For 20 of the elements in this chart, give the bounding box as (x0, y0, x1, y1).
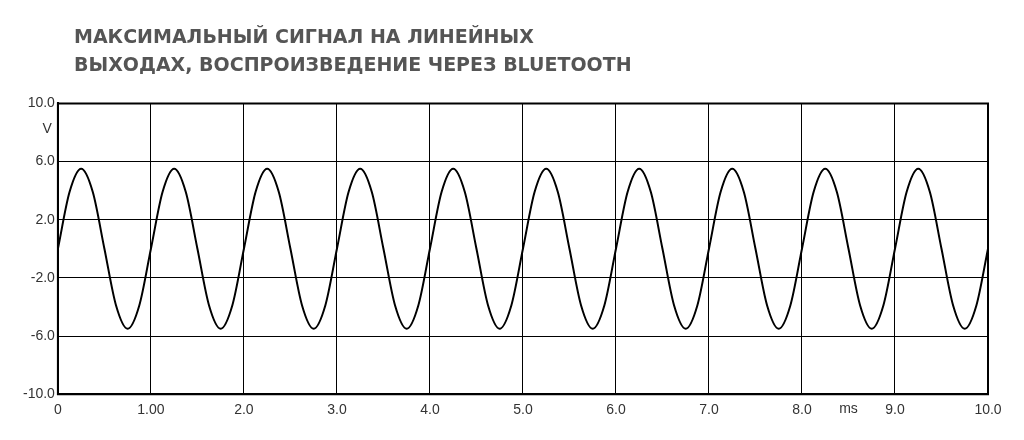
x-tick-label: 6.0 (606, 401, 626, 418)
x-tick-label: 8.0 (792, 401, 812, 418)
y-tick-label: -2.0 (30, 268, 56, 285)
y-tick-label: 6.0 (35, 152, 56, 169)
x-tick-label: 5.0 (513, 401, 533, 418)
x-tick-label: 4.0 (420, 401, 440, 418)
x-tick-label: 2.0 (234, 401, 254, 418)
x-axis-title: ms (839, 400, 858, 417)
y-tick-label: 2.0 (35, 210, 56, 227)
y-tick-label: 10.0 (27, 94, 56, 111)
y-axis-title: V (42, 120, 53, 137)
x-tick-label: 10.0 (974, 401, 1002, 418)
x-tick-label: 1.00 (137, 401, 165, 418)
x-tick-label: 0 (54, 401, 63, 418)
x-tick-label: 7.0 (699, 401, 719, 418)
x-tick-label: 9.0 (885, 401, 905, 418)
y-tick-label: -10.0 (22, 385, 56, 402)
x-tick-label: 3.0 (327, 401, 347, 418)
y-tick-label: -6.0 (30, 326, 56, 343)
chart-title: МАКСИМАЛЬНЫЙ СИГНАЛ НА ЛИНЕЙНЫХ ВЫХОДАХ, ВОСПРОИЗВЕДЕНИЕ ЧЕРЕЗ BLUETOOTH (74, 24, 633, 77)
